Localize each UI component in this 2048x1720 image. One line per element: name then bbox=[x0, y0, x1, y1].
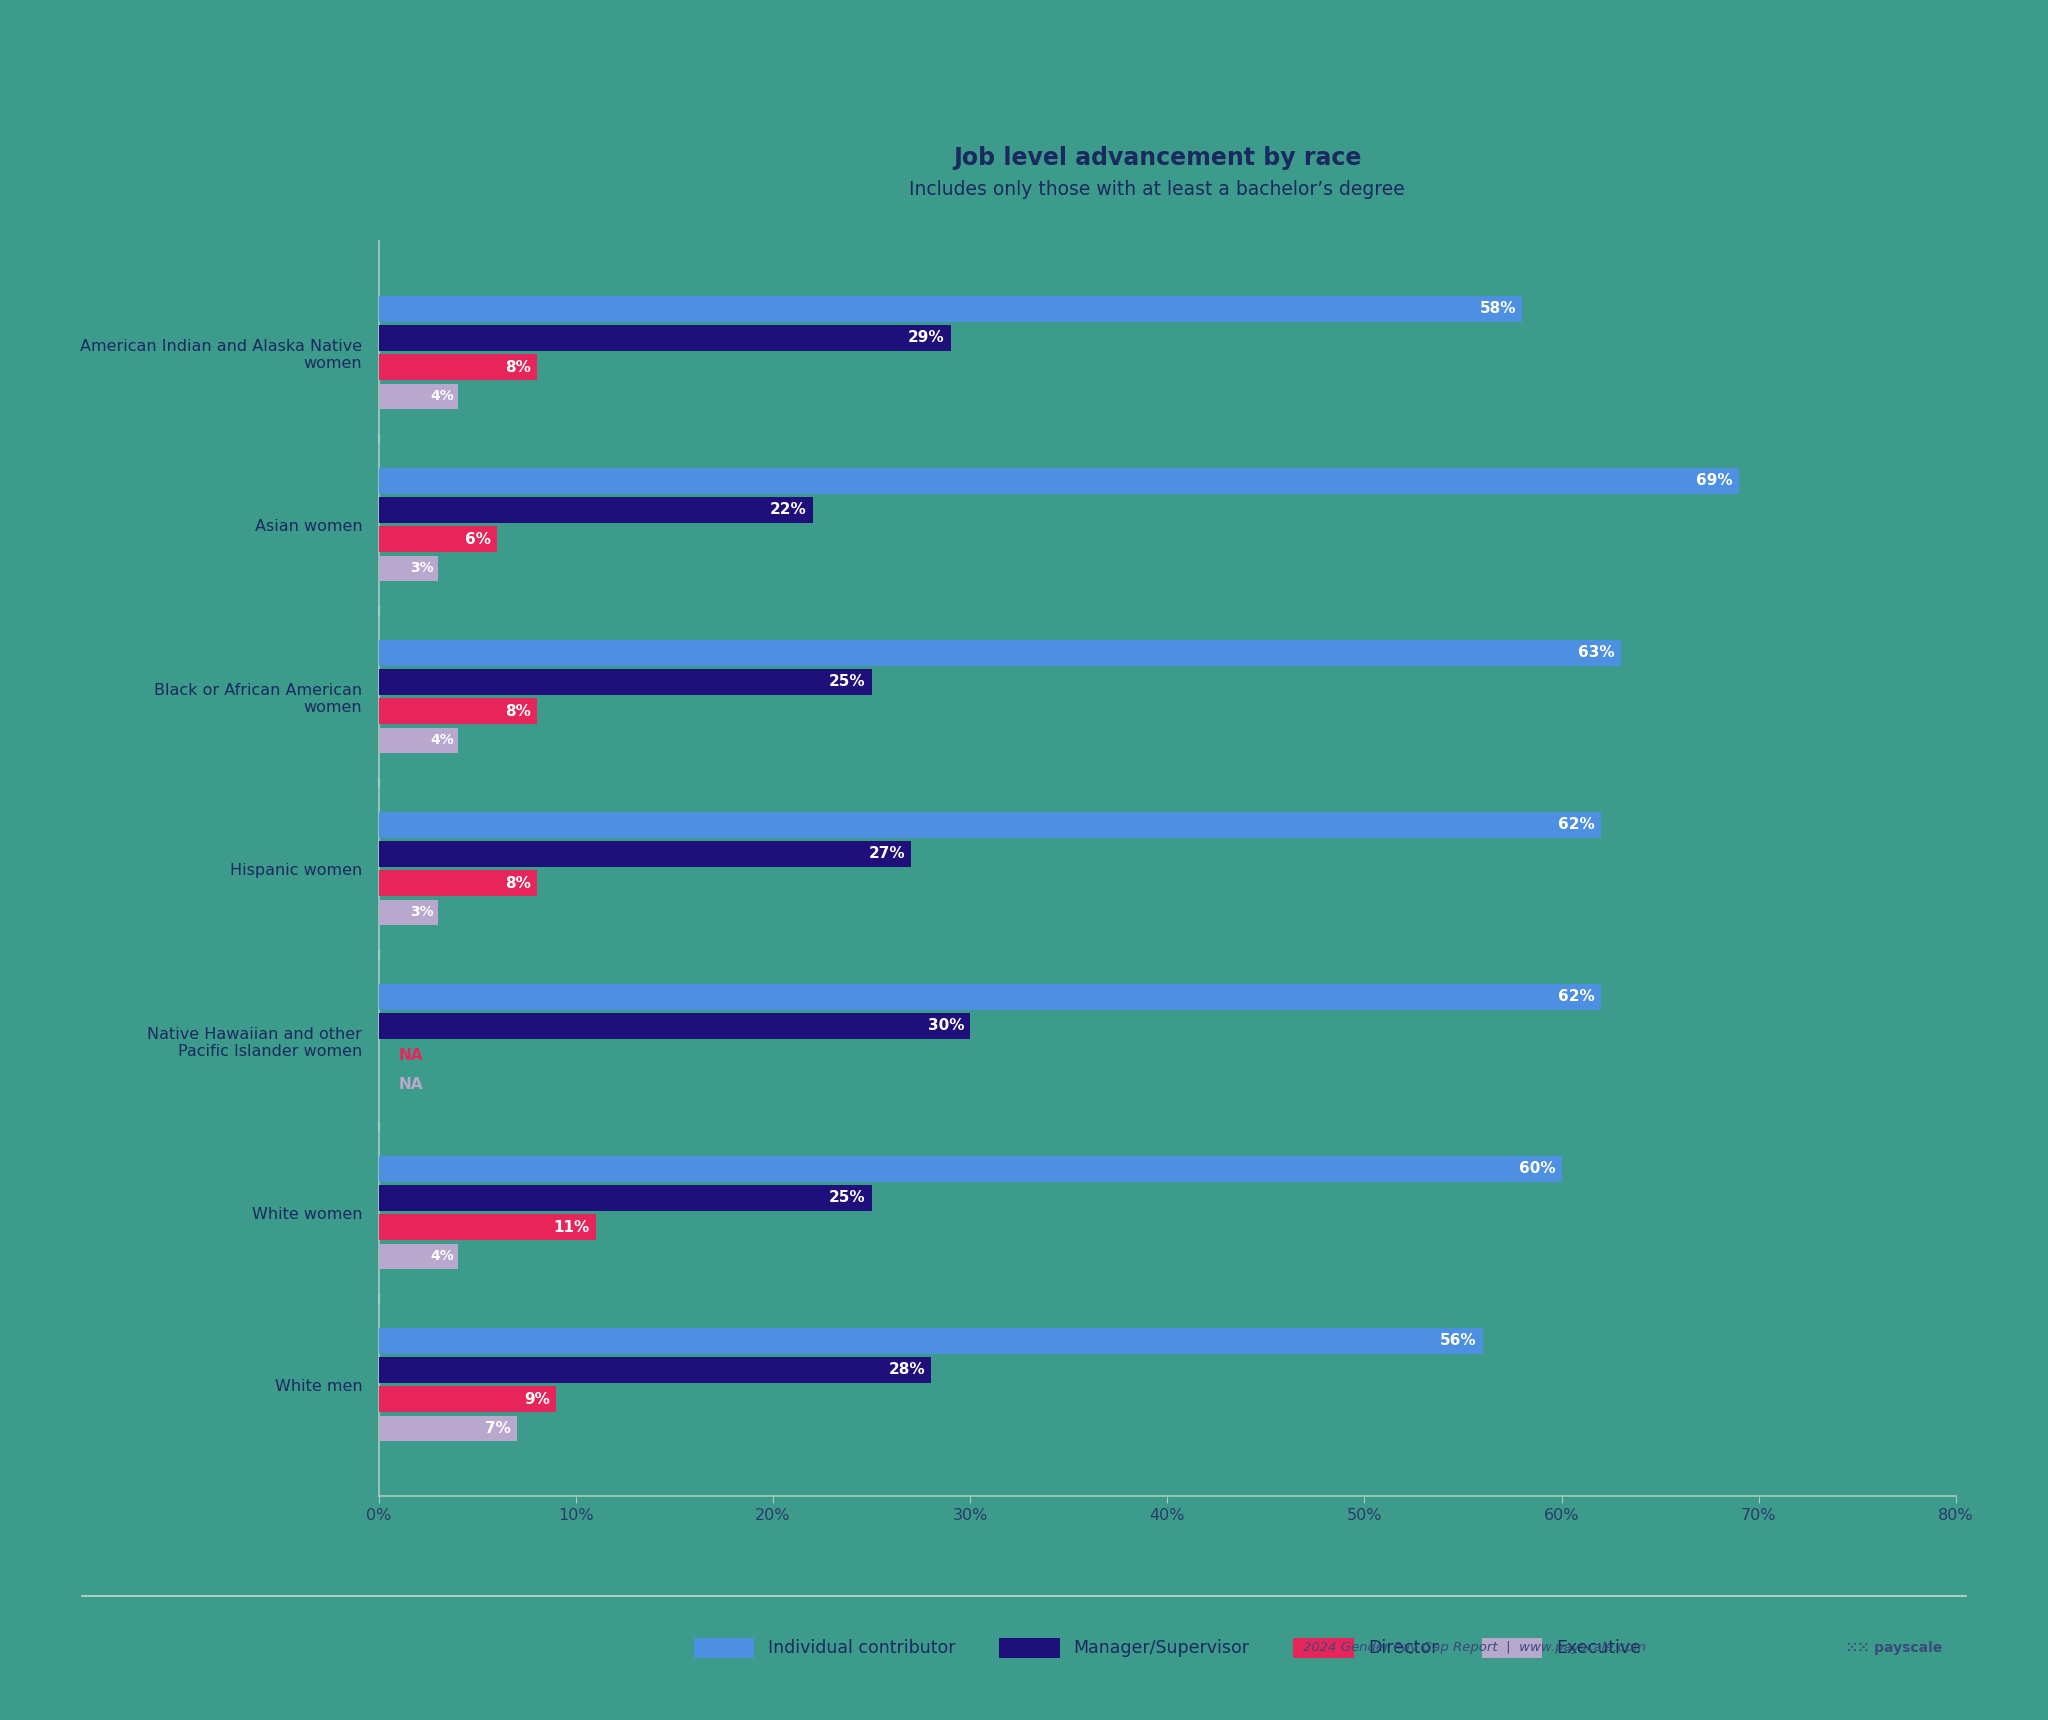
Text: 28%: 28% bbox=[889, 1362, 926, 1378]
Text: 30%: 30% bbox=[928, 1018, 965, 1034]
Bar bbox=[379, 728, 459, 753]
Bar bbox=[379, 1156, 1563, 1182]
Bar bbox=[379, 1416, 516, 1441]
Text: 6%: 6% bbox=[465, 531, 492, 547]
Bar bbox=[379, 468, 1739, 494]
Bar bbox=[379, 296, 1522, 322]
Text: 69%: 69% bbox=[1696, 473, 1733, 488]
Bar bbox=[379, 354, 537, 380]
Text: Job level advancement by race: Job level advancement by race bbox=[952, 146, 1362, 170]
Bar bbox=[379, 698, 537, 724]
Bar bbox=[379, 1214, 596, 1240]
Text: 9%: 9% bbox=[524, 1391, 551, 1407]
Bar bbox=[379, 1013, 971, 1039]
Bar bbox=[379, 325, 950, 351]
Text: 25%: 25% bbox=[829, 1190, 866, 1206]
Text: 3%: 3% bbox=[410, 561, 434, 576]
Text: 4%: 4% bbox=[430, 389, 455, 404]
Bar bbox=[379, 384, 459, 409]
Bar bbox=[379, 1386, 557, 1412]
Text: 27%: 27% bbox=[868, 846, 905, 862]
Bar bbox=[379, 841, 911, 867]
Text: 3%: 3% bbox=[410, 905, 434, 920]
Text: 62%: 62% bbox=[1559, 817, 1595, 832]
Text: 4%: 4% bbox=[430, 733, 455, 748]
Text: 25%: 25% bbox=[829, 674, 866, 690]
Text: ⁙⁙ payscale: ⁙⁙ payscale bbox=[1847, 1641, 1942, 1655]
Text: 58%: 58% bbox=[1481, 301, 1516, 316]
Text: NA: NA bbox=[399, 1077, 424, 1092]
Text: 7%: 7% bbox=[485, 1421, 510, 1436]
Text: 4%: 4% bbox=[430, 1249, 455, 1264]
Text: 22%: 22% bbox=[770, 502, 807, 518]
Bar bbox=[379, 1185, 872, 1211]
Text: 62%: 62% bbox=[1559, 989, 1595, 1004]
Bar bbox=[379, 812, 1602, 838]
Bar bbox=[379, 526, 498, 552]
Bar bbox=[379, 984, 1602, 1010]
Bar bbox=[379, 497, 813, 523]
Bar bbox=[379, 870, 537, 896]
Text: 29%: 29% bbox=[907, 330, 944, 346]
Text: 2024 Gender Pay Gap Report  |  www.payscale.com: 2024 Gender Pay Gap Report | www.payscal… bbox=[1303, 1641, 1647, 1655]
Bar bbox=[379, 1244, 459, 1269]
Text: 8%: 8% bbox=[504, 359, 530, 375]
Text: 60%: 60% bbox=[1520, 1161, 1556, 1176]
Bar bbox=[379, 1357, 932, 1383]
Bar bbox=[379, 900, 438, 925]
Text: 11%: 11% bbox=[553, 1219, 590, 1235]
Text: 8%: 8% bbox=[504, 875, 530, 891]
Text: NA: NA bbox=[399, 1047, 424, 1063]
Legend: Individual contributor, Manager/Supervisor, Director, Executive: Individual contributor, Manager/Supervis… bbox=[686, 1631, 1649, 1665]
Text: 8%: 8% bbox=[504, 703, 530, 719]
Bar bbox=[379, 640, 1620, 666]
Bar bbox=[379, 669, 872, 695]
Text: 63%: 63% bbox=[1579, 645, 1614, 660]
Bar bbox=[379, 1328, 1483, 1354]
Text: 56%: 56% bbox=[1440, 1333, 1477, 1348]
Text: Includes only those with at least a bachelor’s degree: Includes only those with at least a bach… bbox=[909, 179, 1405, 200]
Bar bbox=[379, 556, 438, 581]
